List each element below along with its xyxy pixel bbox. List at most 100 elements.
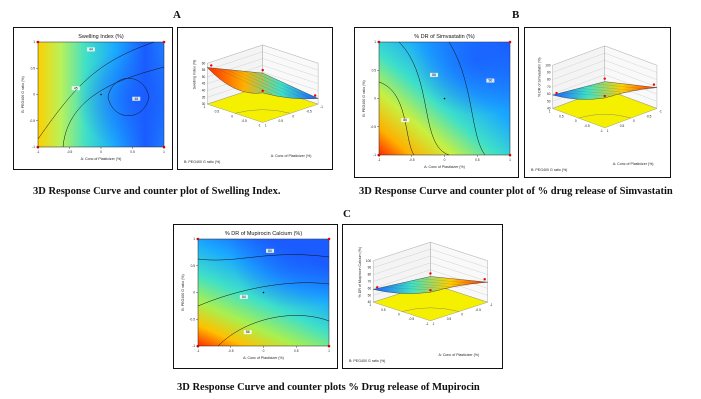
surface-grid-line <box>207 44 319 64</box>
y-tick-label: -0.5 <box>190 317 196 321</box>
response-surface <box>206 67 319 100</box>
surface-x-axis-label: A: Conc of Plasticizer (%) <box>271 154 312 158</box>
z-tick-label: 40 <box>547 106 551 110</box>
design-point <box>36 145 40 149</box>
design-point <box>652 83 656 86</box>
contour-label: 44 <box>89 47 93 51</box>
z-tick-label: 100 <box>366 259 372 263</box>
surface-plot-a: 60 55 50 45 40 35 30 1 1 0.5 0.5 0 0 -0.5 -0.5 -1 -1 Swel… <box>177 27 333 170</box>
z-tick-label: 60 <box>547 92 551 96</box>
y-tick-label: -1 <box>32 145 35 149</box>
base-left-tick: 0 <box>231 114 233 118</box>
contour-x-axis-label: A: Conc of Plasticizer (%) <box>81 157 122 161</box>
contour-label-bg <box>239 294 248 299</box>
design-point <box>261 68 264 72</box>
base-contour-line <box>578 114 631 119</box>
contour-y-axis-label: B: PEG400 G ratio (%) <box>21 76 25 112</box>
base-right-tick: -1 <box>490 303 493 307</box>
y-tick-label: 0 <box>193 291 195 295</box>
base-right-tick: 0 <box>633 119 635 123</box>
design-point <box>261 89 264 93</box>
z-tick-label: 60 <box>202 61 206 65</box>
contour-title: % DR of Mupirocin Calcium (%) <box>225 231 302 237</box>
base-left-tick: -1 <box>426 322 429 326</box>
base-left-tick: 0.5 <box>381 308 386 312</box>
design-point <box>555 91 558 95</box>
surface-z-axis-label: % DR of Mupirocin Calcium (%) <box>358 247 362 298</box>
contour-title: Swelling Index (%) <box>78 34 124 40</box>
design-point <box>429 272 432 275</box>
x-tick-label: 0.5 <box>475 158 480 162</box>
contour-line <box>37 41 155 140</box>
surface-mesh-line <box>401 282 460 288</box>
x-tick-label: 1 <box>163 150 165 154</box>
x-tick-label: 0 <box>444 158 446 162</box>
surface-grid-line <box>207 51 319 71</box>
base-left-tick: 1 <box>203 105 205 109</box>
contour-label-bg <box>86 47 95 52</box>
contour-label: 86 <box>403 118 407 122</box>
base-left-tick: 1 <box>549 109 551 113</box>
y-tick-label: 0.5 <box>191 264 196 268</box>
surface-plot-c: 100 90 80 70 60 50 40 1 1 0.5 0.5 0 0 -0.5 -0.5 -1 -1% D… <box>342 224 503 369</box>
surface-y-axis-label: B: PEG400 G ratio (%) <box>349 359 385 363</box>
z-tick-label: 55 <box>202 68 206 72</box>
y-tick-label: -1 <box>373 153 376 157</box>
z-tick-label: 45 <box>202 82 206 86</box>
x-tick-label: 0 <box>263 349 265 353</box>
x-tick-label: -0.5 <box>409 158 415 162</box>
x-tick-label: -1 <box>37 150 40 154</box>
z-tick-label: 70 <box>547 85 551 89</box>
contour-line <box>398 41 450 156</box>
base-contour-line <box>401 307 460 312</box>
surface-mesh-line <box>578 88 631 93</box>
contour-plot-a: Swelling Index (%) 44 45 48 -1 -0.5 0 0.5 1 1 0.5 0… <box>13 27 173 170</box>
contour-line <box>197 282 330 307</box>
design-point <box>210 64 213 67</box>
x-tick-label: 0.5 <box>294 349 299 353</box>
contour-label-bg <box>266 248 275 253</box>
z-tick-label: 50 <box>547 99 551 103</box>
x-tick-label: -1 <box>378 158 381 162</box>
z-tick-label: 30 <box>202 102 206 106</box>
contour-y-axis-label: B: PEG400 G ratio (%) <box>362 80 366 116</box>
z-tick-label: 80 <box>547 78 551 82</box>
base-left-tick: 0 <box>575 119 577 123</box>
x-tick-label: 0.5 <box>130 150 135 154</box>
base-left-tick: -0.5 <box>241 119 247 123</box>
y-tick-label: 0 <box>374 97 376 101</box>
design-point <box>36 40 40 44</box>
base-right-tick: 1 <box>607 129 609 133</box>
caption-b: 3D Response Curve and counter plot of % … <box>359 186 673 197</box>
contour-label-bg <box>401 118 410 123</box>
contour-label-bg <box>71 86 80 91</box>
surface-grid-line <box>552 67 658 87</box>
surface-mesh-line <box>225 69 282 95</box>
contour-label: 45 <box>74 86 78 90</box>
contour-x-axis-label: A: Conc of Plasticizer (%) <box>243 356 284 360</box>
contour-line <box>378 81 415 156</box>
y-tick-label: 0.5 <box>372 68 377 72</box>
contour-label-bg <box>486 78 495 83</box>
surface-y-axis-label: B: PEG400 G ratio (%) <box>184 160 220 164</box>
surface-mesh-line <box>253 72 309 98</box>
x-tick-label: 1 <box>509 158 511 162</box>
design-point <box>603 77 606 80</box>
surface-mesh-line <box>234 70 291 96</box>
caption-a: 3D Response Curve and counter plot of Sw… <box>33 186 281 197</box>
base-left-tick: -0.5 <box>409 317 415 321</box>
surface-mesh-line <box>420 278 479 284</box>
design-point <box>376 286 379 289</box>
base-right-tick: -0.5 <box>475 308 481 312</box>
base-right-tick: -0.5 <box>306 110 312 114</box>
surface-z-axis-label: % DR of Simvastatin (%) <box>538 57 542 97</box>
design-point <box>603 94 606 98</box>
y-tick-label: -0.5 <box>30 119 36 123</box>
contour-svg-1: % DR of Simvastatin (%) 86 88 90 -1 -0.5 0 0.5 1… <box>362 34 512 169</box>
contour-label-bg <box>430 72 439 77</box>
contour-line <box>217 315 330 347</box>
y-tick-label: 1 <box>374 40 376 44</box>
